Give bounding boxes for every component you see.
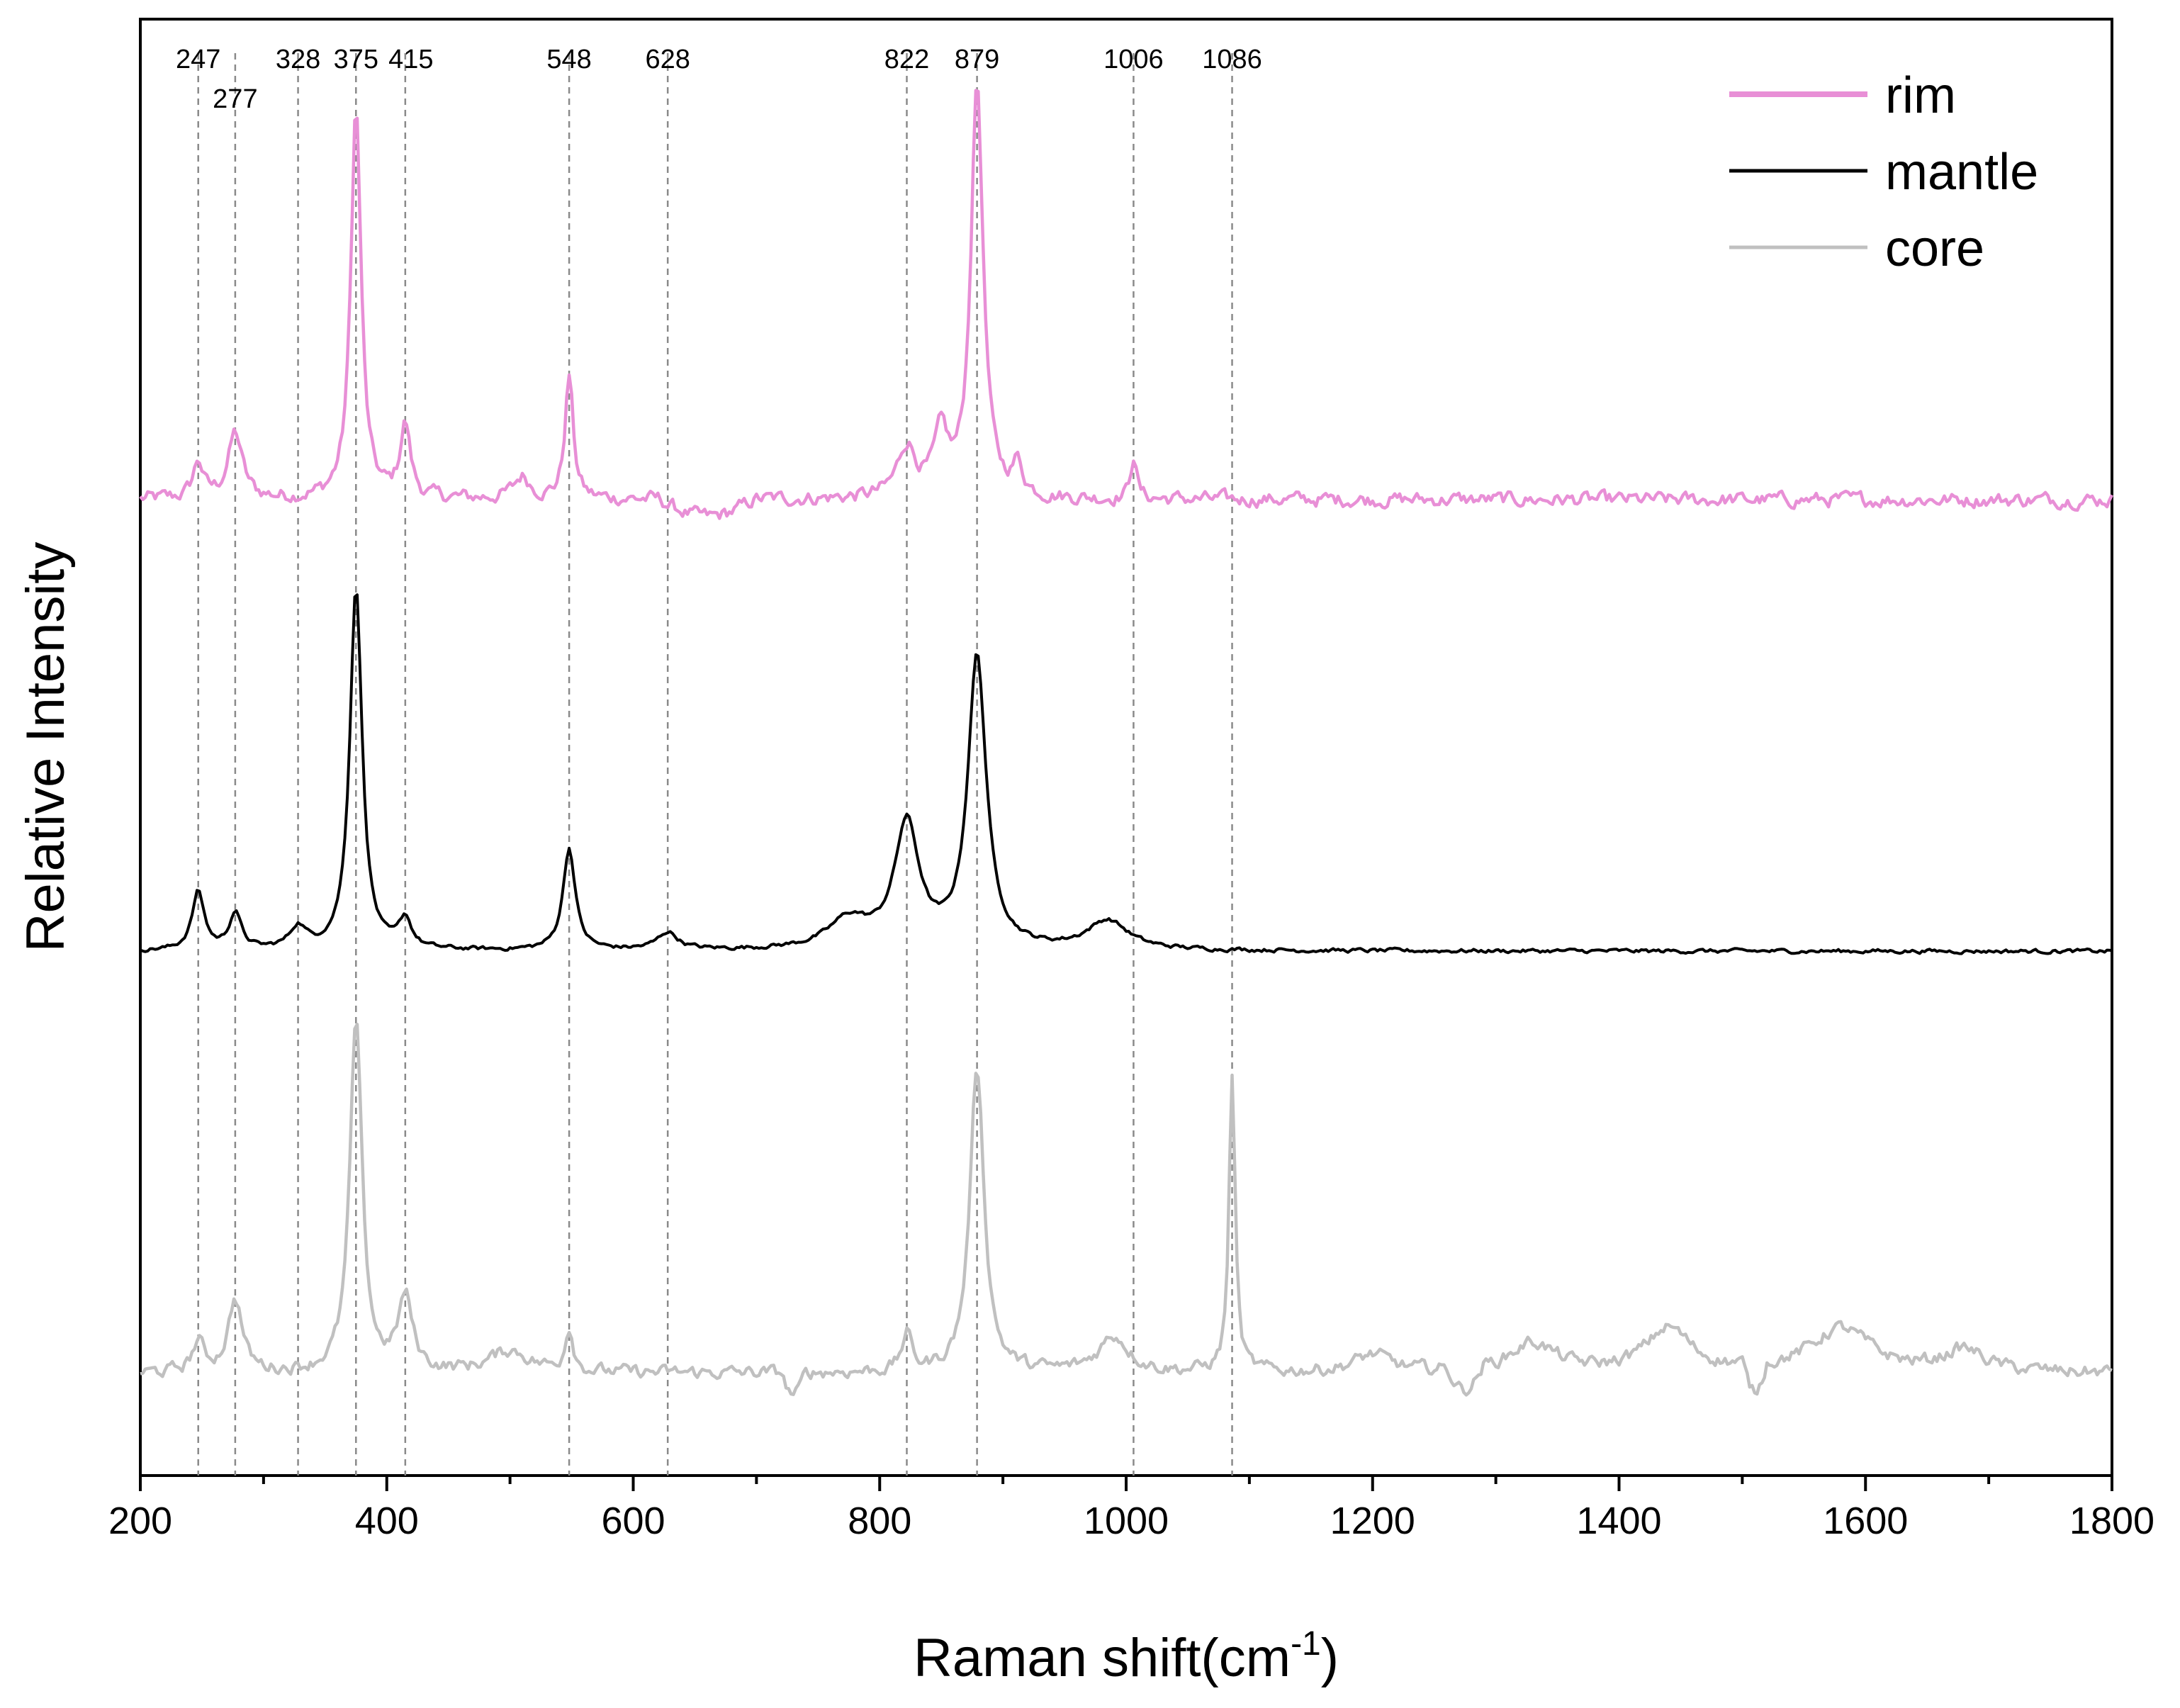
peak-marker-label: 415 — [388, 45, 433, 74]
x-tick-label: 1400 — [1576, 1500, 1661, 1542]
peak-marker-lines — [197, 53, 1233, 1476]
plot-frame — [139, 18, 2113, 1477]
peak-marker-labels: 247 277 328 375 415 548 628 822 879 1006 1086 — [176, 45, 1262, 114]
y-axis-title: Relative Intensity — [16, 542, 76, 953]
x-tick-label: 600 — [601, 1500, 665, 1542]
legend: rim mantle core — [1729, 67, 2038, 277]
peak-marker-label: 628 — [645, 45, 690, 74]
series-line-mantle — [140, 593, 2113, 955]
x-tick-label: 400 — [355, 1500, 419, 1542]
peak-marker-label: 548 — [546, 45, 591, 74]
legend-label-core: core — [1885, 220, 1984, 277]
peak-marker-label: 879 — [955, 45, 999, 74]
series-lines — [139, 89, 2114, 1397]
x-axis-title: Raman shift(cm-1) — [914, 1625, 1339, 1688]
x-tick-label: 200 — [108, 1500, 172, 1542]
x-tick-label: 800 — [848, 1500, 911, 1542]
x-tick-label: 1000 — [1084, 1500, 1169, 1542]
x-axis-title-end: ) — [1321, 1628, 1339, 1688]
peak-marker-label: 822 — [884, 45, 929, 74]
peak-marker-label: 247 — [176, 45, 220, 74]
peak-marker-label: 277 — [213, 84, 257, 114]
peak-marker-label: 375 — [334, 45, 378, 74]
series-line-core — [140, 1023, 2113, 1397]
peak-marker-label: 1006 — [1103, 45, 1164, 74]
legend-label-mantle: mantle — [1885, 144, 2038, 201]
x-axis-title-main: Raman shift(cm — [914, 1628, 1291, 1688]
x-tick-label: 1600 — [1823, 1500, 1908, 1542]
x-tick-label: 1800 — [2069, 1500, 2154, 1542]
x-axis-title-superscript: -1 — [1291, 1625, 1321, 1663]
series-line-rim — [139, 89, 2114, 520]
peak-marker-label: 328 — [276, 45, 320, 74]
x-tick-label: 1200 — [1330, 1500, 1415, 1542]
peak-marker-label: 1086 — [1202, 45, 1262, 74]
x-axis-ticks: 200 400 600 800 1000 1200 1400 1600 1800 — [108, 1476, 2154, 1542]
legend-label-rim: rim — [1885, 67, 1956, 124]
